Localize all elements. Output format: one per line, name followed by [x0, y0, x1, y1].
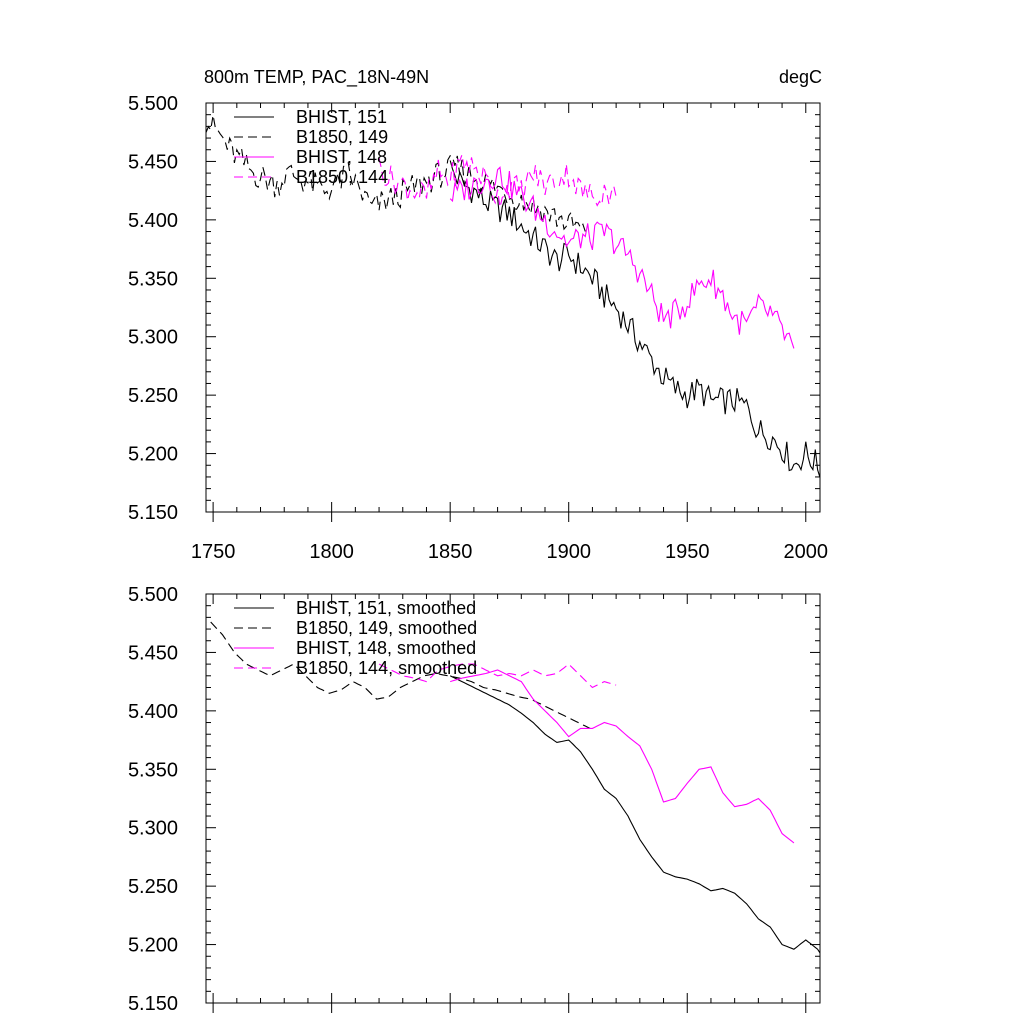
plot-frame [205, 102, 821, 513]
legend-entry: BHIST, 148 [296, 147, 387, 167]
x-tick-label: 1750 [191, 541, 236, 563]
series-line-2 [450, 669, 795, 844]
legend-entry: B1850, 149 [296, 127, 388, 147]
x-tick-label: 1850 [428, 541, 473, 563]
plot-frame [205, 593, 821, 1004]
y-tick-label: 5.150 [128, 502, 178, 524]
series-line-3 [378, 152, 617, 208]
bottom-panel: 5.500 5.450 5.400 5.350 5.300 5.250 5.200 5.150… [128, 584, 821, 1015]
legend-entry: B1850, 144 [296, 167, 388, 187]
series-line-2 [449, 166, 795, 349]
legend-entry: B1850, 149, smoothed [296, 618, 477, 638]
chart-title: 800m TEMP, PAC_18N-49N [204, 67, 429, 88]
y-tick-label: 5.400 [128, 701, 178, 723]
y-tick-label: 5.400 [128, 210, 178, 232]
y-tick-label: 5.300 [128, 327, 178, 349]
y-tick-label: 5.500 [128, 93, 178, 115]
x-tick-label: 1900 [546, 541, 591, 563]
y-tick-label: 5.300 [128, 818, 178, 840]
y-tick-label: 5.200 [128, 935, 178, 957]
y-tick-label: 5.250 [128, 385, 178, 407]
y-tick-label: 5.250 [128, 876, 178, 898]
series-line-1 [210, 621, 591, 729]
legend-entry: B1850, 144, smoothed [296, 658, 477, 678]
top-panel: 800m TEMP, PAC_18N-49N degC 5.500 5.450 5.… [128, 67, 829, 563]
series-line-0 [449, 675, 820, 955]
y-tick-label: 5.350 [128, 759, 178, 781]
legend-entry: BHIST, 151, smoothed [296, 598, 476, 618]
series-line-1 [206, 115, 586, 232]
y-tick-label: 5.200 [128, 444, 178, 466]
y-tick-label: 5.350 [128, 268, 178, 290]
x-tick-label: 2000 [784, 541, 829, 563]
series-line-3 [378, 663, 617, 689]
legend-entry: BHIST, 151 [296, 107, 387, 127]
y-tick-label: 5.150 [128, 993, 178, 1015]
series-line-0 [449, 160, 820, 480]
x-tick-label: 1800 [309, 541, 354, 563]
y-tick-label: 5.500 [128, 584, 178, 606]
legend-entry: BHIST, 148, smoothed [296, 638, 476, 658]
units-label: degC [779, 67, 822, 87]
y-tick-label: 5.450 [128, 642, 178, 664]
y-tick-label: 5.450 [128, 151, 178, 173]
x-tick-label: 1950 [665, 541, 710, 563]
